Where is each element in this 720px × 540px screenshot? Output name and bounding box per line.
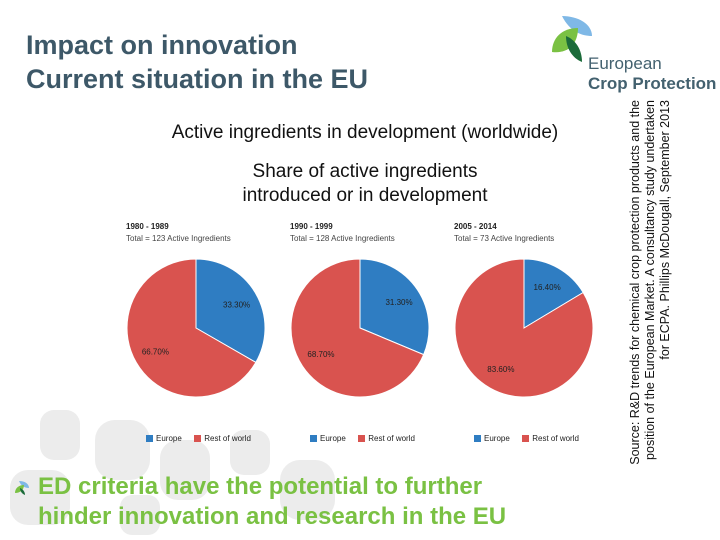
logo-text-european: European [588,54,662,73]
legend-label-rest-of-world: Rest of world [532,434,579,443]
chart-period: 1980 - 1989 [126,222,169,231]
legend-swatch-europe [310,435,317,442]
subtitle-active-ingredients: Active ingredients in development (world… [171,122,559,143]
logo-text-crop-protection: Crop Protection [588,74,717,93]
slice-europe-label: 16.40% [534,283,561,292]
slice-europe [195,258,266,364]
pie-svg: 31.30% 68.70% [290,258,430,398]
slice-rest-of-world [126,258,257,398]
legend-swatch-europe [474,435,481,442]
key-message-line-2: hinder innovation and research in the EU [38,503,507,530]
subtitle-share-line-2: introduced or in development [242,185,488,206]
leaf-bullet-icon [15,481,29,495]
slide-title: Impact on innovation Current situation i… [26,28,368,96]
legend-item-rest-of-world: Rest of world [194,434,251,443]
chart-legend: Europe Rest of world [310,428,423,446]
legend-swatch-rest-of-world [358,435,366,442]
legend-swatch-europe [146,435,153,442]
chart-legend: Europe Rest of world [146,428,259,446]
chart-legend: Europe Rest of world [474,428,587,446]
pie-chart-2005-2014: 2005 - 2014 Total = 73 Active Ingredient… [454,222,609,447]
legend-item-europe: Europe [146,434,182,443]
chart-total: Total = 128 Active Ingredients [290,234,395,243]
key-message: ED criteria have the potential to furthe… [14,472,506,532]
legend-swatch-rest-of-world [194,435,202,442]
slice-rest-of-world-label: 83.60% [487,365,514,374]
pie-svg: 16.40% 83.60% [454,258,594,398]
source-line-3: for ECPA. Phillips McDougall, September … [658,100,672,360]
legend-label-rest-of-world: Rest of world [368,434,415,443]
slice-europe-label: 31.30% [385,298,412,307]
legend-item-rest-of-world: Rest of world [358,434,415,443]
slice-europe [359,258,430,356]
source-line-1: Source: R&D trends for chemical crop pro… [628,100,642,465]
source-citation-text: Source: R&D trends for chemical crop pro… [628,100,686,520]
pie-chart-1990-1999: 1990 - 1999 Total = 128 Active Ingredien… [290,222,445,447]
chart-period: 1990 - 1999 [290,222,333,231]
subtitle-share: Share of active ingredients introduced o… [110,160,620,208]
source-line-2: position of the European Market. A consu… [643,100,657,460]
watermark-leaf-pattern [10,410,335,535]
slice-rest-of-world-label: 66.70% [142,348,169,357]
chart-period: 2005 - 2014 [454,222,497,231]
slice-rest-of-world-label: 68.70% [307,350,334,359]
legend-label-europe: Europe [484,434,510,443]
pie-svg: 33.30% 66.70% [126,258,266,398]
legend-label-europe: Europe [156,434,182,443]
key-message-line-1: ED criteria have the potential to furthe… [38,473,483,500]
chart-total: Total = 123 Active Ingredients [126,234,231,243]
slice-rest-of-world [454,258,594,398]
legend-label-europe: Europe [320,434,346,443]
slice-rest-of-world [290,258,425,398]
legend-item-rest-of-world: Rest of world [522,434,579,443]
slice-europe-label: 33.30% [223,300,250,309]
title-line-1: Impact on innovation [26,30,298,60]
legend-swatch-rest-of-world [522,435,530,442]
pie-chart-1980-1989: 1980 - 1989 Total = 123 Active Ingredien… [126,222,281,447]
ecpa-logo: European Crop Protection [548,14,717,104]
source-citation: Source: R&D trends for chemical crop pro… [628,100,686,520]
title-line-2: Current situation in the EU [26,64,369,94]
slice-europe [523,258,584,329]
legend-label-rest-of-world: Rest of world [204,434,251,443]
legend-item-europe: Europe [310,434,346,443]
subtitle-share-line-1: Share of active ingredients [252,161,478,182]
chart-total: Total = 73 Active Ingredients [454,234,555,243]
legend-item-europe: Europe [474,434,510,443]
leaf-logo-icon [552,16,592,62]
